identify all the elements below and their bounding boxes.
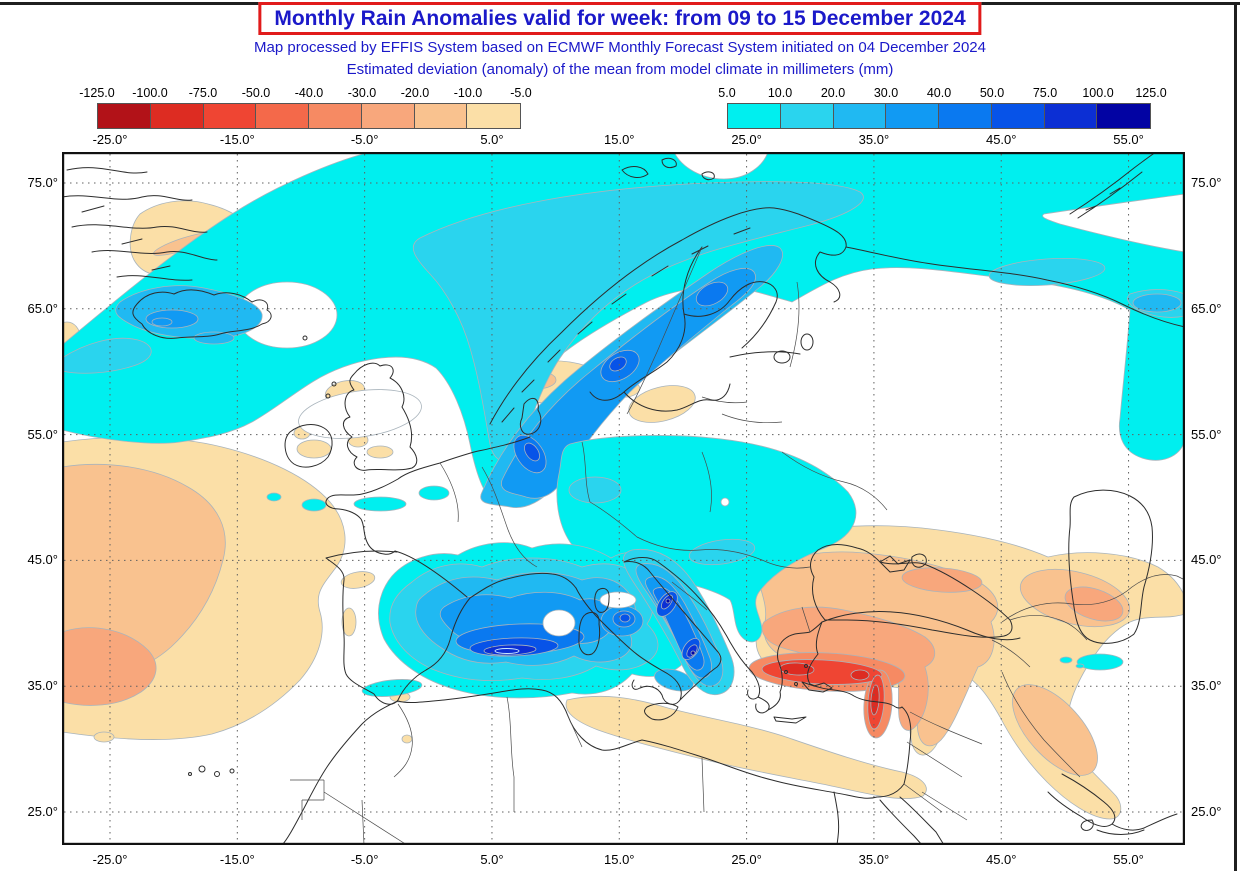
axis-tick-label: 55.0° — [1191, 426, 1222, 442]
axis-tick-label: 25.0° — [27, 804, 58, 819]
axis-tick-label: 45.0° — [27, 552, 58, 568]
legend-tick-label: -125.0 — [79, 86, 115, 100]
axis-tick-label: 45.0° — [985, 132, 1017, 147]
legend-cell — [414, 104, 468, 128]
axis-tick-label: 25.0° — [731, 852, 762, 867]
axis-tick-label: -15.0° — [219, 852, 255, 867]
legend-cell — [1097, 104, 1150, 128]
map-border — [62, 152, 1185, 845]
axis-tick-label: 75.0° — [1191, 175, 1222, 190]
axis-tick-label: -15.0° — [219, 132, 255, 147]
axis-tick-label: 5.0° — [480, 132, 504, 147]
legend-tick-labels: -125.0 -100.0 -75.0 -50.0 -40.0 -30.0 -20.0 -10… — [79, 86, 532, 100]
axis-tick-label: -5.0° — [350, 132, 379, 147]
legend-cell — [309, 104, 362, 128]
legend-tick-label: -100.0 — [132, 86, 168, 100]
legend-tick-label: 5.0 — [718, 86, 736, 100]
axis-tick-label: -25.0° — [92, 132, 128, 147]
legend-tick-label: -75.0 — [188, 86, 218, 100]
legend-cell — [780, 104, 834, 128]
axis-tick-label: 45.0° — [1191, 552, 1222, 568]
axis-tick-label: 15.0° — [604, 132, 635, 147]
legend-tick-label: -30.0 — [347, 86, 377, 100]
axis-tick-label: 35.0° — [858, 132, 890, 147]
legend-color-bar — [97, 103, 521, 129]
legend-tick-label: -20.0 — [400, 86, 430, 100]
map-title-box: Monthly Rain Anomalies valid for week: f… — [258, 2, 982, 35]
axis-tick-label: 25.0° — [731, 132, 762, 147]
legend-cell — [467, 104, 520, 128]
legend-tick-label: 100.0 — [1082, 86, 1114, 100]
axis-tick-label: 65.0° — [1191, 300, 1222, 316]
anomaly-map-canvas — [62, 152, 1185, 845]
legend-cell — [361, 104, 415, 128]
legend-cell — [833, 104, 887, 128]
lat-lon-gridlines — [64, 154, 1183, 843]
legend-cell — [939, 104, 992, 128]
legend-cell — [256, 104, 309, 128]
legend-cell — [203, 104, 257, 128]
coastlines — [62, 152, 1185, 845]
legend-cell — [150, 104, 204, 128]
legend-tick-label: -10.0 — [453, 86, 483, 100]
axis-tick-label: 55.0° — [27, 426, 58, 442]
anomaly-map — [62, 152, 1185, 845]
country-borders — [290, 246, 1185, 845]
axis-tick-label: 45.0° — [985, 852, 1017, 867]
axis-tick-label: 5.0° — [480, 852, 504, 867]
legend-tick-labels: 5.0 10.0 20.0 30.0 40.0 50.0 75.0 100.0 125.0 — [718, 86, 1166, 100]
legend-tick-label: 125.0 — [1135, 86, 1167, 100]
legend-cell — [728, 104, 781, 128]
legend-tick-label: 50.0 — [979, 86, 1005, 100]
axis-tick-label: -25.0° — [92, 852, 128, 867]
legend-tick-label: -50.0 — [241, 86, 271, 100]
map-subtitle-source: Map processed by EFFIS System based on E… — [254, 39, 986, 56]
axis-tick-label: 65.0° — [27, 300, 58, 316]
legend-cell — [1044, 104, 1098, 128]
map-title: Monthly Rain Anomalies valid for week: f… — [274, 7, 966, 30]
axis-tick-label: 35.0° — [1191, 678, 1222, 694]
legend-positive-anomalies: 5.0 10.0 20.0 30.0 40.0 50.0 75.0 100.0 125.0 — [718, 86, 1167, 129]
legend-tick-label: 75.0 — [1032, 86, 1058, 100]
page-right-frame-line — [1234, 2, 1237, 871]
axis-tick-label: 35.0° — [858, 852, 890, 867]
map-subtitle-units: Estimated deviation (anomaly) of the mea… — [346, 61, 894, 78]
axis-tick-label: 55.0° — [1113, 852, 1144, 867]
positive-anomaly-regions — [62, 152, 1185, 699]
legend-tick-label: -40.0 — [294, 86, 324, 100]
axis-tick-label: 75.0° — [27, 175, 58, 190]
axis-tick-label: -5.0° — [350, 852, 379, 867]
legend-tick-label: -5.0 — [510, 86, 532, 100]
legend-tick-label: 30.0 — [873, 86, 899, 100]
legend-color-bar — [727, 103, 1151, 129]
axis-tick-label: 55.0° — [1113, 132, 1144, 147]
axis-tick-label: 15.0° — [604, 852, 635, 867]
legend-cell — [991, 104, 1045, 128]
legend-negative-anomalies: -125.0 -100.0 -75.0 -50.0 -40.0 -30.0 -20.0 -10… — [79, 86, 532, 129]
legend-cell — [886, 104, 939, 128]
axis-tick-label: 25.0° — [1191, 804, 1222, 819]
axis-tick-label: 35.0° — [27, 678, 58, 694]
legend-cell — [98, 104, 151, 128]
legend-tick-label: 40.0 — [926, 86, 952, 100]
legend-tick-label: 10.0 — [767, 86, 793, 100]
legend-tick-label: 20.0 — [820, 86, 846, 100]
